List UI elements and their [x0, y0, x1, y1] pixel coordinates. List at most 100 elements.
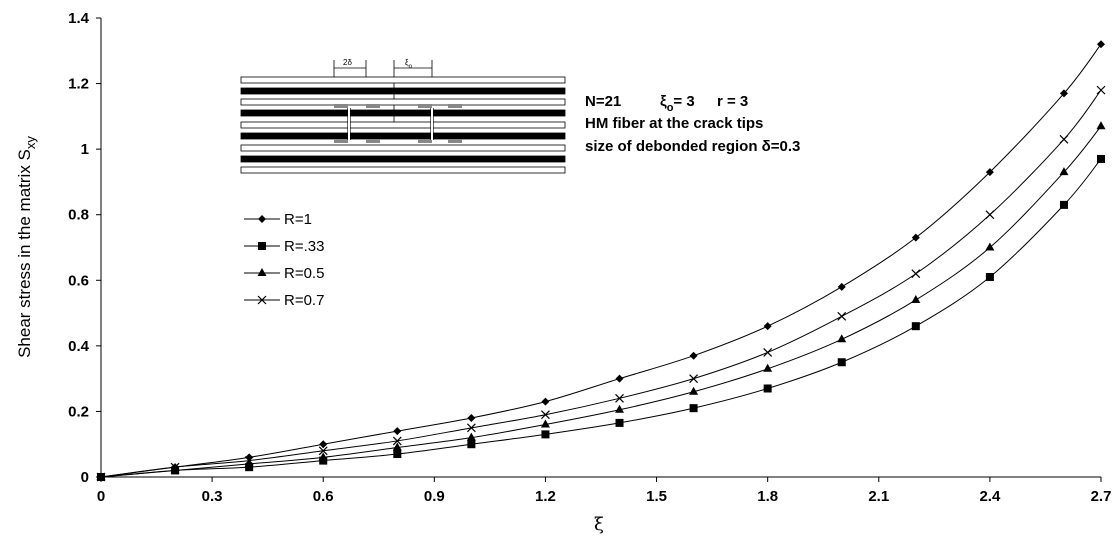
- legend-marker: [258, 215, 266, 223]
- data-point: [1059, 89, 1068, 98]
- inset-debond-region: [448, 139, 462, 143]
- data-point: [763, 384, 772, 393]
- data-point: [467, 440, 476, 449]
- x-tick-label: 1.2: [535, 488, 556, 505]
- legend-label: R=1: [284, 211, 312, 228]
- data-point: [540, 419, 550, 428]
- y-tick-label: 0: [81, 469, 89, 486]
- data-point: [541, 397, 550, 406]
- legend: R=1 R=.33 R=0.5 R=0.7: [244, 211, 324, 309]
- data-point: [763, 347, 773, 357]
- data-point: [689, 404, 698, 413]
- data-point: [985, 242, 995, 251]
- laminate-inset-diagram: 2δ ξo: [240, 58, 566, 174]
- data-point: [615, 393, 624, 403]
- data-point: [1059, 134, 1069, 144]
- data-point: [319, 440, 328, 449]
- x-tick-label: 2.1: [868, 488, 889, 505]
- annotation-xi: ξ: [660, 93, 667, 110]
- inset-fiber-hm: [240, 155, 566, 163]
- data-point: [615, 374, 624, 383]
- inset-fiber-hm: [240, 132, 566, 140]
- data-point: [96, 472, 106, 482]
- inset-debond-region: [334, 104, 348, 108]
- x-axis-label: ξ: [594, 514, 604, 535]
- inset-fiber: [240, 166, 566, 174]
- y-tick-label: 0.2: [68, 403, 89, 420]
- annotation-line-3: size of debonded region δ=0.3: [585, 138, 800, 155]
- data-point: [244, 458, 254, 467]
- data-point: [837, 358, 846, 367]
- data-point: [985, 273, 994, 282]
- series-line: [100, 125, 1102, 478]
- data-point: [541, 410, 550, 420]
- legend-marker: [258, 242, 266, 250]
- series-layer: [96, 40, 1106, 482]
- series-line: [100, 89, 1102, 478]
- data-point: [689, 386, 699, 395]
- data-point: [319, 456, 328, 465]
- data-point: [615, 404, 625, 413]
- x-tick-label: 1.5: [646, 488, 667, 505]
- data-point: [392, 442, 402, 451]
- data-point: [1097, 154, 1105, 163]
- data-point: [911, 294, 921, 303]
- axes: [100, 18, 1101, 478]
- data-point: [689, 351, 698, 360]
- x-tick-label: 1.8: [757, 488, 778, 505]
- data-point: [911, 322, 920, 331]
- inset-fiber-hm: [240, 87, 566, 95]
- legend-marker: [257, 295, 267, 305]
- inset-fiber: [240, 121, 566, 129]
- data-point: [1059, 167, 1069, 176]
- y-tick-label: 1.4: [68, 10, 90, 27]
- x-tick-label: 0.9: [424, 488, 445, 505]
- data-point: [763, 363, 773, 372]
- annotation-xi-value: = 3: [673, 93, 694, 110]
- inset-dim-xi-sub: o: [409, 64, 413, 70]
- x-tick-label: 2.7: [1091, 488, 1112, 505]
- y-tick-label: 0.8: [68, 207, 89, 224]
- annotation-line-1: N=21 ξo= 3 r = 3: [585, 93, 748, 114]
- legend-item: R=0.5: [244, 265, 324, 282]
- y-axis-label-subscript: xy: [23, 136, 38, 150]
- series-3: [96, 121, 1106, 480]
- y-axis-label-main: Shear stress in the matrix S: [15, 149, 34, 358]
- inset-dim-xi-main: ξ: [405, 58, 409, 67]
- legend-marker: [257, 268, 267, 276]
- data-point: [392, 436, 402, 446]
- y-tick-label: 0.6: [68, 272, 89, 289]
- data-point: [1096, 85, 1106, 95]
- data-point: [689, 374, 699, 384]
- data-point: [170, 465, 180, 474]
- inset-fiber: [240, 144, 566, 152]
- data-point: [911, 269, 921, 279]
- series-4: [96, 85, 1106, 482]
- inset-debond-region: [366, 139, 380, 143]
- data-point: [615, 418, 624, 427]
- series-2: [97, 154, 1105, 481]
- y-tick-label: 1: [81, 141, 89, 158]
- x-tick-label: 0: [97, 488, 105, 505]
- data-point: [170, 462, 180, 472]
- legend-item: R=1: [244, 211, 312, 228]
- data-point: [763, 322, 772, 331]
- x-tick-label: 2.4: [979, 488, 1001, 505]
- inset-debond-region: [448, 104, 462, 108]
- annotation-n: N=21: [585, 93, 621, 110]
- data-point: [466, 423, 476, 433]
- legend-label: R=0.5: [284, 265, 324, 282]
- x-tick-label: 0.6: [313, 488, 334, 505]
- inset-debond-region: [366, 104, 380, 108]
- legend-item: R=0.7: [244, 292, 324, 309]
- annotation-r: r = 3: [717, 93, 748, 110]
- data-point: [1059, 200, 1068, 209]
- annotation-line-2: HM fiber at the crack tips: [585, 115, 763, 132]
- data-point: [393, 427, 402, 436]
- y-axis-label: Shear stress in the matrix Sxy: [15, 136, 38, 358]
- data-point: [467, 413, 476, 422]
- inset-debond-region: [418, 139, 432, 143]
- y-ticks: 0 0.2 0.4 0.6 0.8 1 1.2 1.4: [68, 10, 101, 486]
- y-tick-label: 0.4: [68, 338, 90, 355]
